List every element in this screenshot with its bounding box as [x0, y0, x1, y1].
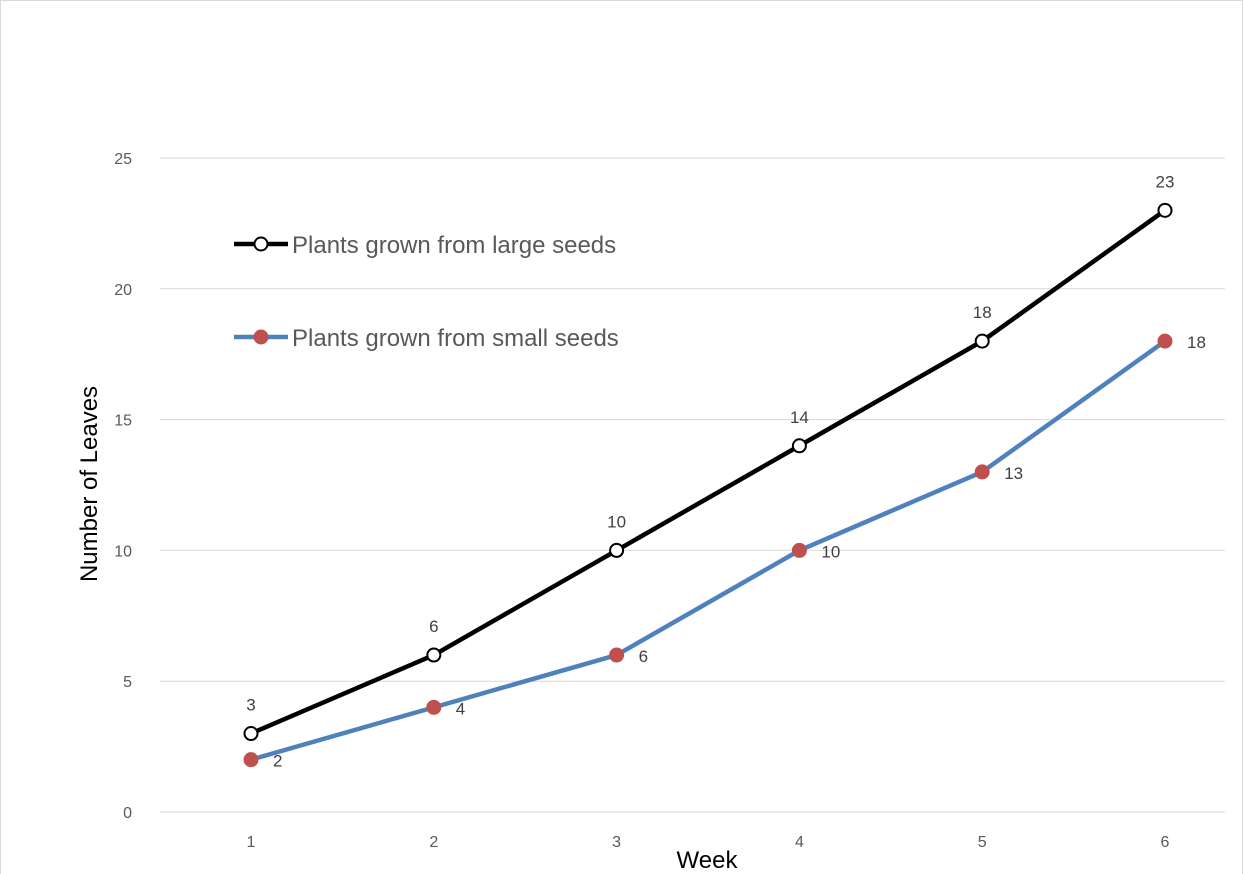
y-tick-label: 20 — [114, 282, 132, 299]
series-line-1 — [248, 208, 1168, 736]
y-axis-ticks: 0 5 10 15 20 25 — [114, 151, 132, 822]
data-label: 10 — [607, 512, 626, 531]
data-point — [1157, 202, 1173, 218]
data-point — [426, 647, 442, 663]
data-label: 4 — [456, 699, 465, 718]
y-tick-label: 10 — [114, 543, 132, 560]
data-point — [243, 752, 259, 768]
series-group — [243, 202, 1173, 768]
data-label: 13 — [1004, 464, 1023, 483]
y-tick-label: 0 — [123, 805, 132, 822]
data-label: 18 — [973, 303, 992, 322]
data-label: 14 — [790, 408, 809, 427]
data-label: 2 — [273, 752, 282, 771]
series-line-2 — [248, 338, 1168, 762]
x-tick-label: 5 — [978, 834, 987, 851]
data-label: 10 — [821, 542, 840, 561]
data-point — [609, 542, 625, 558]
x-tick-label: 6 — [1161, 834, 1170, 851]
x-tick-label: 2 — [429, 834, 438, 851]
y-axis-title: Number of Leaves — [76, 386, 103, 582]
legend-label: Plants grown from large seeds — [292, 232, 616, 259]
y-tick-label: 25 — [114, 151, 132, 168]
data-point — [974, 464, 990, 480]
data-point — [791, 438, 807, 454]
data-point — [1157, 333, 1173, 349]
y-tick-label: 15 — [114, 413, 132, 430]
data-labels: 3 6 10 14 18 23 2 4 6 10 13 18 — [246, 172, 1206, 770]
legend-marker — [253, 236, 269, 252]
data-label: 3 — [246, 696, 255, 715]
data-label: 18 — [1187, 333, 1206, 352]
legend-label: Plants grown from small seeds — [292, 325, 619, 352]
data-label: 6 — [429, 617, 438, 636]
data-label: 6 — [639, 647, 648, 666]
data-label: 23 — [1156, 172, 1175, 191]
x-axis-title: Week — [677, 847, 739, 874]
data-point — [609, 647, 625, 663]
data-point — [243, 726, 259, 742]
x-tick-label: 1 — [247, 834, 256, 851]
x-tick-label: 3 — [612, 834, 621, 851]
y-tick-label: 5 — [123, 674, 132, 691]
legend: Plants grown from large seeds Plants grow… — [234, 232, 619, 352]
data-point — [426, 699, 442, 715]
data-point — [974, 333, 990, 349]
legend-marker — [253, 329, 269, 345]
gridlines — [160, 157, 1225, 813]
x-axis-ticks: 1 2 3 4 5 6 — [247, 834, 1170, 851]
data-point — [791, 542, 807, 558]
x-tick-label: 4 — [795, 834, 804, 851]
